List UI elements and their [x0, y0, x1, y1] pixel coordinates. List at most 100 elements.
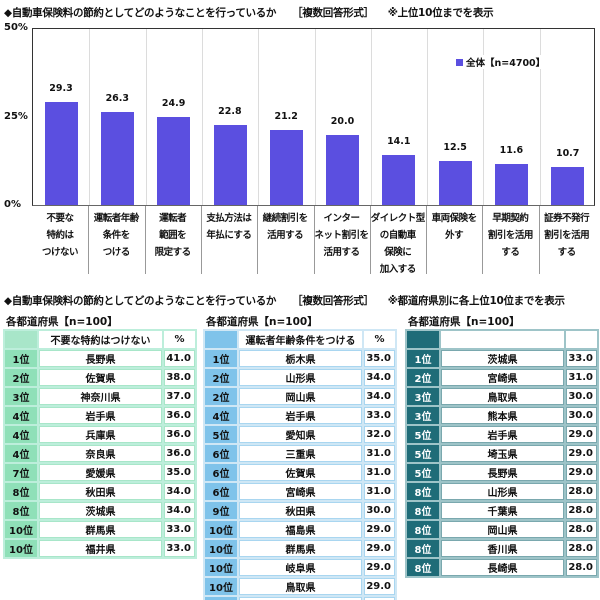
rank-cell: 2位 [205, 388, 237, 405]
bar [326, 134, 360, 205]
percent-cell: 28.0 [566, 502, 597, 519]
prefecture-cell: 長崎県 [441, 559, 564, 576]
bar [213, 124, 247, 205]
gridline [427, 29, 429, 205]
prefecture-cell: 山形県 [239, 369, 362, 386]
table-header-row: 不要な特約はつけない% [5, 331, 195, 348]
prefecture-cell: 三重県 [239, 445, 362, 462]
prefecture-cell: 香川県 [441, 540, 564, 557]
percent-cell: 36.0 [164, 407, 195, 424]
prefecture-cell: 山形県 [441, 483, 564, 500]
gridline [314, 29, 316, 205]
percent-cell: 30.0 [566, 388, 597, 405]
table-row: 8位 山形県 28.0 [407, 483, 597, 500]
rank-cell: 7位 [5, 464, 37, 481]
category-label: 支払方法は 年払にする [206, 213, 252, 241]
gridline [145, 29, 147, 205]
percent-cell: 36.0 [164, 426, 195, 443]
header-pct-cell: % [164, 331, 195, 348]
percent-cell: 30.0 [566, 407, 597, 424]
category-label: 運転者 範囲を 限定する [154, 213, 192, 258]
percent-cell: 35.0 [164, 464, 195, 481]
header-rank-cell [5, 331, 37, 348]
prefecture-cell: 熊本県 [441, 407, 564, 424]
prefecture-cell: 岡山県 [239, 388, 362, 405]
prefecture-cell: 鳥取県 [441, 388, 564, 405]
rank-cell: 6位 [205, 464, 237, 481]
rank-cell: 1位 [407, 350, 439, 367]
prefecture-cell: 秋田県 [39, 483, 162, 500]
gridline [258, 29, 260, 205]
rank-cell: 10位 [5, 540, 37, 557]
category-label: ダイレクト型 の自動車 保険に 加入する [370, 213, 426, 275]
percent-cell: 34.0 [364, 388, 395, 405]
bar [157, 117, 191, 205]
bar-value-label: 26.3 [105, 93, 130, 105]
header-rank-cell [205, 331, 237, 348]
table-group-title-2: 各都道府県【n=100】 [206, 316, 318, 328]
percent-cell: 33.0 [364, 407, 395, 424]
percent-cell: 29.0 [566, 464, 597, 481]
chart-title-text: ◆自動車保険料の節約としてどのようなことを行っているか [4, 7, 277, 19]
rank-cell: 2位 [205, 369, 237, 386]
bar [382, 155, 416, 205]
prefecture-cell: 神奈川県 [39, 388, 162, 405]
prefecture-cell: 長野県 [39, 350, 162, 367]
header-item-cell: 運転者範囲を限定する [441, 331, 564, 348]
table-row: 8位 茨城県 34.0 [5, 502, 195, 519]
prefecture-cell: 愛媛県 [39, 464, 162, 481]
percent-cell: 32.0 [364, 426, 395, 443]
table-header-row: 運転者年齢条件をつける% [205, 331, 395, 348]
category-label: 運転者年齢 条件を つける [93, 213, 140, 258]
table-row: 6位 宮崎県 31.0 [205, 483, 395, 500]
table-header-row: 運転者範囲を限定する% [407, 331, 597, 348]
rank-cell: 6位 [205, 445, 237, 462]
prefecture-cell: 秋田県 [239, 502, 362, 519]
bar-value-label: 10.7 [555, 148, 580, 160]
tables-note: ※都道府県別に各上位10位までを表示 [387, 295, 565, 307]
rank-cell: 4位 [5, 407, 37, 424]
bar [44, 101, 78, 205]
category-separator [369, 206, 371, 274]
percent-cell: 28.0 [566, 540, 597, 557]
rank-cell: 8位 [407, 559, 439, 576]
prefecture-cell: 奈良県 [39, 445, 162, 462]
percent-cell: 34.0 [364, 369, 395, 386]
table-row: 4位 岩手県 33.0 [205, 407, 395, 424]
table-row: 5位 長野県 29.0 [407, 464, 597, 481]
chart-legend: 全体【n=4700】 [456, 55, 546, 69]
table-row: 1位 長野県 41.0 [5, 350, 195, 367]
table-row: 9位 秋田県 30.0 [205, 502, 395, 519]
prefecture-cell: 宮崎県 [239, 483, 362, 500]
rank-cell: 8位 [407, 521, 439, 538]
table-row: 8位 長崎県 28.0 [407, 559, 597, 576]
prefecture-cell: 群馬県 [39, 521, 162, 538]
rank-cell: 6位 [205, 483, 237, 500]
percent-cell: 35.0 [364, 350, 395, 367]
prefecture-cell: 福島県 [239, 521, 362, 538]
category-separator [313, 206, 315, 274]
bar [438, 161, 472, 205]
bar [551, 167, 585, 205]
header-item-cell: 運転者年齢条件をつける [239, 331, 362, 348]
percent-cell: 31.0 [364, 483, 395, 500]
prefecture-cell: 栃木県 [239, 350, 362, 367]
percent-cell: 29.0 [364, 521, 395, 538]
rank-cell: 5位 [205, 426, 237, 443]
prefecture-cell: 埼玉県 [441, 445, 564, 462]
prefecture-cell: 佐賀県 [239, 464, 362, 481]
table-row: 5位 埼玉県 29.0 [407, 445, 597, 462]
percent-cell: 37.0 [164, 388, 195, 405]
percent-cell: 31.0 [364, 445, 395, 462]
percent-cell: 38.0 [164, 369, 195, 386]
prefecture-cell: 千葉県 [441, 502, 564, 519]
bar-value-label: 11.6 [499, 145, 524, 157]
rank-cell: 3位 [407, 388, 439, 405]
table-row: 3位 鳥取県 30.0 [407, 388, 597, 405]
bar-value-label: 20.0 [330, 115, 355, 127]
bar [495, 164, 529, 205]
percent-cell: 31.0 [566, 369, 597, 386]
table-row: 10位 群馬県 33.0 [5, 521, 195, 538]
category-separator [144, 206, 146, 274]
rank-cell: 9位 [205, 502, 237, 519]
